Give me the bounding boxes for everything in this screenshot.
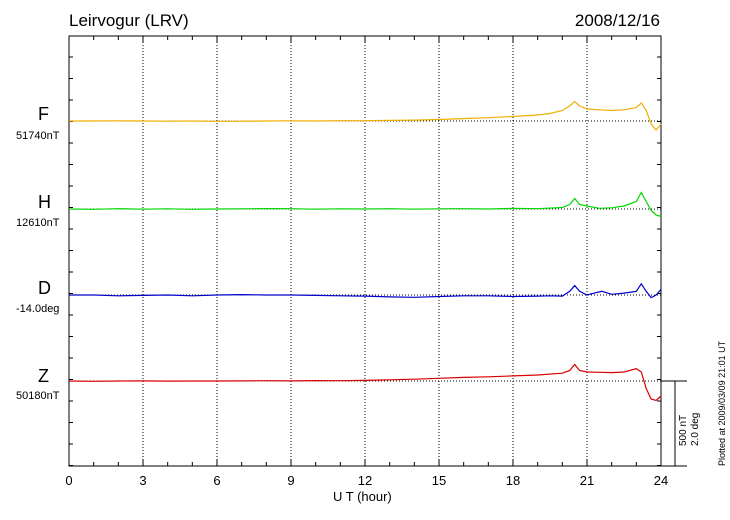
series-line-f xyxy=(69,100,662,131)
x-axis-label: U T (hour) xyxy=(333,489,392,504)
x-tick-label-6: 6 xyxy=(213,473,220,488)
x-tick-label-21: 21 xyxy=(580,473,594,488)
channel-f-letter: F xyxy=(38,104,49,124)
series-line-z xyxy=(68,363,662,402)
x-tick-label-15: 15 xyxy=(432,473,446,488)
station-title: Leirvogur (LRV) xyxy=(69,11,189,30)
channel-z-letter: Z xyxy=(38,366,49,386)
x-tick-label-12: 12 xyxy=(358,473,372,488)
series-line-d xyxy=(69,282,662,299)
x-tick-label-3: 3 xyxy=(139,473,146,488)
channel-z-baseline: 50180nT xyxy=(16,390,60,402)
series-line-h xyxy=(68,191,662,218)
x-tick-label-0: 0 xyxy=(65,473,72,488)
channel-h-baseline: 12610nT xyxy=(16,217,60,229)
channel-d-baseline: -14.0deg xyxy=(16,303,60,315)
channel-d-letter: D xyxy=(38,278,51,298)
x-tick-label-18: 18 xyxy=(506,473,520,488)
channel-h-letter: H xyxy=(38,192,51,212)
x-tick-label-9: 9 xyxy=(287,473,294,488)
plotted-note: Plotted at 2009/03/09 21:01 UT xyxy=(717,340,727,466)
x-tick-label-24: 24 xyxy=(654,473,668,488)
date-label: 2008/12/16 xyxy=(574,11,660,30)
channel-f-baseline: 51740nT xyxy=(16,130,60,142)
scale-bar-deg-label: 2.0 deg xyxy=(690,412,701,446)
scale-bar-nt-label: 500 nT xyxy=(678,414,689,446)
plot-frame xyxy=(68,35,662,467)
